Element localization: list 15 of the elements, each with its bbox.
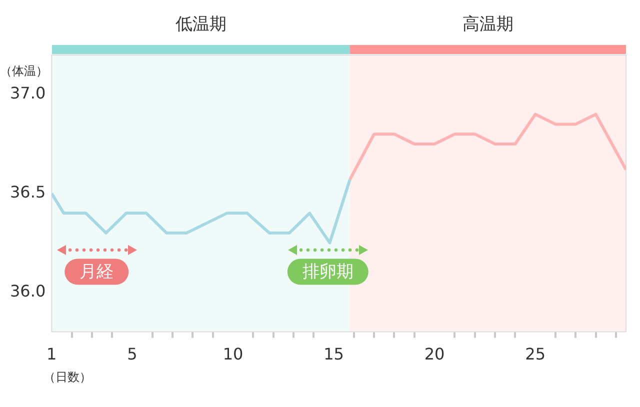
x-axis-title: （日数） xyxy=(44,370,92,384)
annotation: 月経 xyxy=(80,262,114,282)
x-tick-label: 10 xyxy=(222,344,244,364)
x-tick-label: 15 xyxy=(324,344,344,364)
band-label: 高温期 xyxy=(462,14,514,34)
x-tick-label: 25 xyxy=(525,344,546,364)
y-axis-title: （体温） xyxy=(0,64,48,78)
annotation: 排卵期 xyxy=(302,262,354,282)
x-tick-label: 5 xyxy=(127,344,138,364)
y-tick-label: 37.0 xyxy=(10,84,46,103)
band-label: 低温期 xyxy=(175,14,226,34)
y-tick-label: 36.0 xyxy=(10,281,46,300)
x-tick-label: 1 xyxy=(46,344,57,364)
y-tick-label: 36.5 xyxy=(10,182,46,202)
x-tick-label: 20 xyxy=(424,344,445,364)
